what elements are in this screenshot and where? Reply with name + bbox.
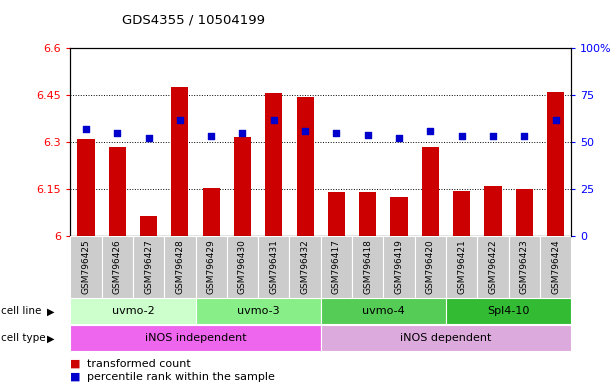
Bar [415,236,446,298]
Bar [540,236,571,298]
Text: iNOS independent: iNOS independent [145,333,246,343]
Text: GSM796419: GSM796419 [395,239,403,294]
Point [112,130,122,136]
Text: GDS4355 / 10504199: GDS4355 / 10504199 [122,13,265,26]
Point [269,116,279,122]
Text: Spl4-10: Spl4-10 [488,306,530,316]
Bar [70,236,101,298]
Point [300,128,310,134]
Point [207,133,216,139]
Text: uvmo-4: uvmo-4 [362,306,404,316]
Text: GSM796427: GSM796427 [144,239,153,294]
Text: GSM796421: GSM796421 [457,239,466,294]
Text: GSM796424: GSM796424 [551,239,560,294]
Bar [296,97,313,236]
Bar [453,191,470,236]
Text: GSM796432: GSM796432 [301,239,310,294]
Bar [446,236,477,298]
Text: GSM796418: GSM796418 [364,239,372,294]
Text: uvmo-3: uvmo-3 [237,306,279,316]
Text: transformed count: transformed count [87,359,191,369]
Text: percentile rank within the sample: percentile rank within the sample [87,372,275,382]
Bar [101,236,133,298]
Point [144,135,153,141]
Bar [321,325,571,351]
Text: GSM796428: GSM796428 [175,239,185,294]
Bar [321,298,446,324]
Bar [70,325,321,351]
Bar [390,197,408,236]
Text: GSM796425: GSM796425 [81,239,90,294]
Bar [547,92,564,236]
Point [425,128,435,134]
Text: GSM796431: GSM796431 [269,239,278,294]
Bar [422,147,439,236]
Bar [203,187,220,236]
Text: ■: ■ [70,372,81,382]
Bar [78,139,95,236]
Bar [164,236,196,298]
Bar [509,236,540,298]
Text: uvmo-2: uvmo-2 [112,306,154,316]
Bar [171,87,188,236]
Bar [133,236,164,298]
Bar [290,236,321,298]
Text: iNOS dependent: iNOS dependent [400,333,492,343]
Bar [258,236,290,298]
Text: GSM796426: GSM796426 [113,239,122,294]
Bar [140,216,157,236]
Text: GSM796420: GSM796420 [426,239,435,294]
Bar [196,298,321,324]
Point [81,126,91,132]
Point [488,133,498,139]
Bar [109,147,126,236]
Text: GSM796422: GSM796422 [489,239,497,294]
Point [519,133,529,139]
Text: ■: ■ [70,359,81,369]
Text: ▶: ▶ [47,306,54,316]
Text: GSM796417: GSM796417 [332,239,341,294]
Bar [446,298,571,324]
Bar [352,236,384,298]
Bar [227,236,258,298]
Text: GSM796430: GSM796430 [238,239,247,294]
Bar [70,298,196,324]
Point [363,131,373,137]
Point [332,130,342,136]
Text: ▶: ▶ [47,333,54,343]
Bar [321,236,352,298]
Bar [359,192,376,236]
Bar [516,189,533,236]
Point [457,133,467,139]
Bar [196,236,227,298]
Point [551,116,560,122]
Bar [234,137,251,236]
Bar [485,186,502,236]
Text: GSM796423: GSM796423 [520,239,529,294]
Text: cell line: cell line [1,306,41,316]
Text: GSM796429: GSM796429 [207,239,216,294]
Bar [384,236,415,298]
Point [394,135,404,141]
Bar [328,192,345,236]
Point [238,130,247,136]
Text: cell type: cell type [1,333,45,343]
Bar [265,93,282,236]
Point [175,116,185,122]
Bar [477,236,509,298]
